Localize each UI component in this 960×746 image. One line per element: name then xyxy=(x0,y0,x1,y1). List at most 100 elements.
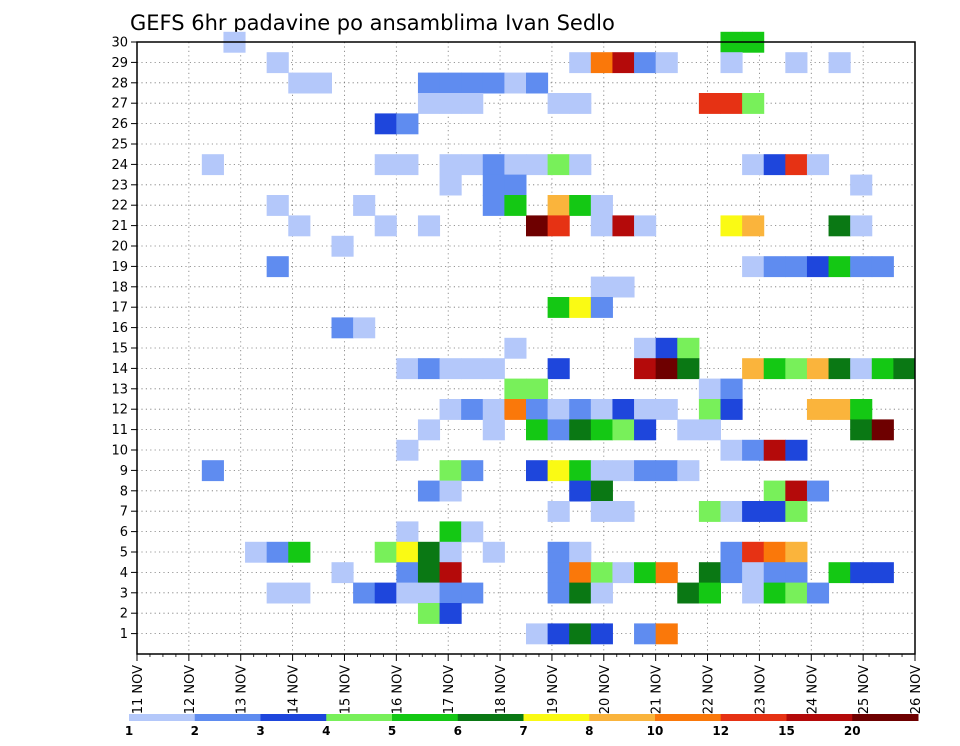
y-tick-label: 4 xyxy=(120,566,128,581)
heatmap-cell xyxy=(504,72,527,94)
heatmap-cell xyxy=(590,419,613,441)
heatmap-cell xyxy=(785,480,808,502)
heatmap-cell xyxy=(698,378,721,400)
heatmap-cell xyxy=(828,52,851,74)
heatmap-cell xyxy=(439,521,462,543)
heatmap-cell xyxy=(806,256,830,278)
heatmap-cell xyxy=(309,72,332,94)
y-tick-label: 1 xyxy=(120,627,128,642)
colorbar-label: 8 xyxy=(585,724,593,738)
heatmap-cell xyxy=(417,603,441,624)
heatmap-cell xyxy=(482,419,505,441)
heatmap-cell xyxy=(461,93,484,114)
heatmap-cell xyxy=(526,623,549,645)
colorbar-swatch xyxy=(457,714,524,721)
grid xyxy=(137,42,915,654)
heatmap-cell xyxy=(504,399,527,420)
heatmap-cell xyxy=(590,480,613,502)
heatmap-cell xyxy=(417,72,441,94)
heatmap-cell xyxy=(396,541,419,563)
x-axis: 11 NOV 12 NOV 13 NOV 14 NOV 15 NOV 16 NOV 17 N… xyxy=(131,654,924,714)
heatmap-cell xyxy=(266,582,289,604)
colorbar-label: 20 xyxy=(844,724,861,738)
heatmap-cell xyxy=(763,439,786,461)
x-tick-label: 21 NOV xyxy=(650,665,665,714)
x-tick-label: 14 NOV xyxy=(287,665,302,714)
heatmap-cell xyxy=(742,562,765,584)
heatmap-cell xyxy=(742,215,765,237)
y-tick-label: 26 xyxy=(111,117,128,132)
heatmap-cell xyxy=(720,541,743,563)
x-tick-label: 24 NOV xyxy=(805,665,820,714)
heatmap-cell xyxy=(634,358,657,380)
y-tick-label: 10 xyxy=(111,444,128,459)
heatmap-cell xyxy=(742,582,765,604)
heatmap-cell xyxy=(785,154,808,176)
x-tick-label: 17 NOV xyxy=(442,665,457,714)
y-tick-label: 27 xyxy=(111,97,128,112)
heatmap-cell xyxy=(439,480,462,502)
heatmap-cell xyxy=(655,399,678,420)
heatmap-cell xyxy=(698,582,721,604)
heatmap-cell xyxy=(461,521,484,543)
heatmap-cell xyxy=(482,72,505,94)
heatmap-cell xyxy=(655,623,678,645)
y-tick-label: 19 xyxy=(111,260,128,275)
heatmap-cell xyxy=(612,501,635,522)
heatmap-cell xyxy=(720,378,743,400)
heatmap-cell xyxy=(677,460,700,482)
y-tick-label: 29 xyxy=(111,56,128,71)
heatmap-cell xyxy=(828,256,851,278)
heatmap-cell xyxy=(655,460,678,482)
heatmap-cell xyxy=(806,154,830,176)
heatmap-cell xyxy=(504,195,527,216)
y-tick-label: 23 xyxy=(111,178,128,193)
heatmap-cell xyxy=(439,582,462,604)
heatmap-cell xyxy=(785,256,808,278)
heatmap-cell xyxy=(634,399,657,420)
heatmap-cell xyxy=(785,439,808,461)
heatmap-cell xyxy=(396,358,419,380)
heatmap-cell xyxy=(677,358,700,380)
y-tick-label: 6 xyxy=(120,525,128,540)
colorbar-label: 6 xyxy=(454,724,462,738)
colorbar-swatch xyxy=(852,714,919,721)
x-tick-label: 20 NOV xyxy=(598,665,613,714)
heatmap-cell xyxy=(482,399,505,420)
heatmap-cell xyxy=(482,358,505,380)
heatmap-cell xyxy=(547,93,570,114)
heatmap-cell xyxy=(396,113,419,135)
heatmap-cell xyxy=(590,623,613,645)
heatmap-cell xyxy=(374,154,397,176)
colorbar-swatch xyxy=(786,714,853,721)
heatmap-cell xyxy=(850,562,873,584)
heatmap-cell xyxy=(461,582,484,604)
heatmap-cell xyxy=(720,399,743,420)
colorbar-label: 7 xyxy=(519,724,527,738)
y-tick-label: 21 xyxy=(111,219,128,234)
heatmap-cell xyxy=(742,439,765,461)
heatmap-cell xyxy=(698,399,721,420)
heatmap-cell xyxy=(742,93,765,114)
heatmap-cell xyxy=(720,562,743,584)
heatmap-cell xyxy=(634,337,657,359)
x-tick-label: 16 NOV xyxy=(390,665,405,714)
heatmap-cell xyxy=(569,562,592,584)
heatmap-cell xyxy=(590,582,613,604)
heatmap-cell xyxy=(526,72,549,94)
heatmap-cell xyxy=(612,562,635,584)
heatmap-cell xyxy=(353,195,376,216)
heatmap-cell xyxy=(785,541,808,563)
heatmap-cell xyxy=(266,52,289,74)
heatmap-cell xyxy=(547,358,570,380)
heatmap-cell xyxy=(828,358,851,380)
heatmap-cell xyxy=(634,623,657,645)
heatmap-cell xyxy=(201,460,224,482)
heatmap-cell xyxy=(871,256,894,278)
heatmap-cell xyxy=(590,52,613,74)
heatmap-cell xyxy=(417,562,441,584)
colorbar-swatch xyxy=(326,714,393,721)
y-tick-label: 12 xyxy=(111,403,128,418)
